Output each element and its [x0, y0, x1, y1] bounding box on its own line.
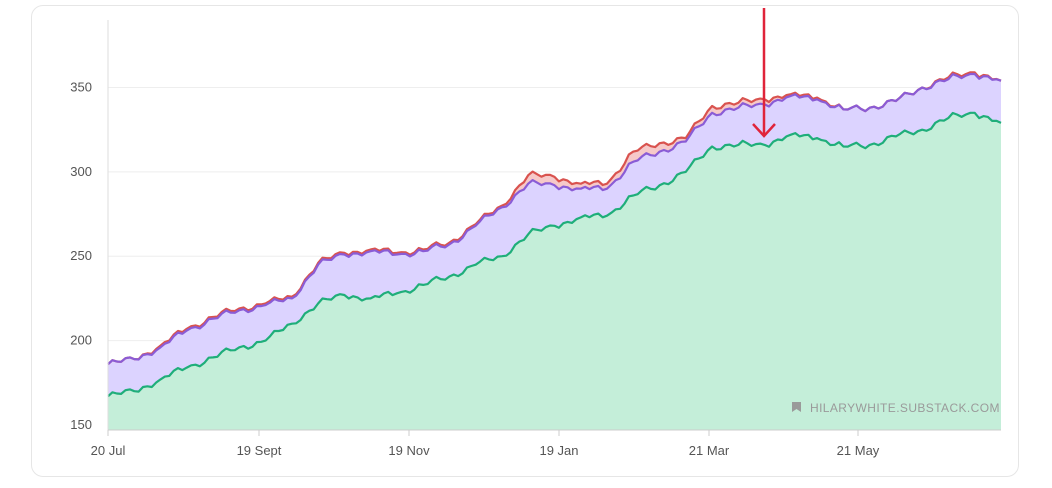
y-tick-label: 350 [70, 79, 92, 94]
series-line-purple [107, 72, 1002, 366]
axes [107, 20, 1001, 436]
y-tick-label: 300 [70, 164, 92, 179]
watermark: HILARYWHITE.SUBSTACK.COM [792, 401, 1000, 415]
x-tick-labels: 20 Jul 19 Sept 19 Nov 19 Jan 21 Mar 21 May [91, 443, 880, 458]
y-tick-labels: 150 200 250 300 350 [70, 79, 92, 431]
band-purple [108, 74, 1001, 397]
x-tick-label: 20 Jul [91, 443, 126, 458]
annotation-arrow [752, 8, 776, 138]
x-tick-label: 21 Mar [689, 443, 730, 458]
bookmark-icon [792, 402, 801, 412]
arrow-head [752, 123, 776, 138]
x-tick-label: 19 Nov [388, 443, 430, 458]
y-tick-label: 150 [70, 417, 92, 432]
x-tick-label: 21 May [837, 443, 880, 458]
series-lines [107, 71, 1002, 398]
watermark-text: HILARYWHITE.SUBSTACK.COM [810, 401, 1000, 415]
area-fills [108, 72, 1001, 431]
x-tick-label: 19 Sept [237, 443, 282, 458]
x-tick-label: 19 Jan [539, 443, 578, 458]
y-tick-label: 250 [70, 248, 92, 263]
series-line-green [107, 111, 1002, 398]
band-green [108, 112, 1001, 431]
y-tick-label: 200 [70, 333, 92, 348]
